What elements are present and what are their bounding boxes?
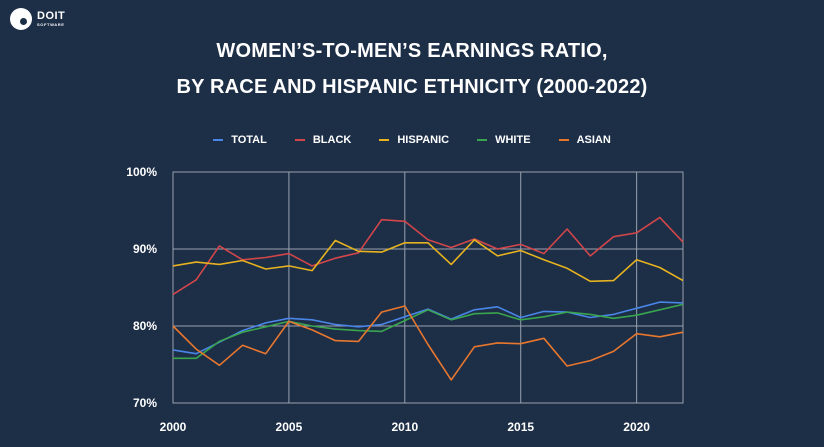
brand-logo: DOIT SOFTWARE [10,8,65,30]
legend-swatch [213,139,224,141]
x-tick-label: 2010 [391,420,418,434]
plot-area-frame [172,171,684,404]
legend-swatch [294,139,305,141]
legend-label: ASIAN [576,134,611,146]
legend-swatch [477,139,488,141]
legend-label: WHITE [495,134,531,146]
brand-name: DOIT [37,10,66,22]
series-line-black [172,216,684,296]
y-tick-label: 90% [133,242,157,256]
legend-label: TOTAL [231,134,267,146]
legend-swatch [379,139,390,141]
legend-label: BLACK [312,134,352,146]
series-line-hispanic [172,239,684,283]
chart-title-line-2: BY RACE AND HISPANIC ETHNICITY (2000-202… [176,76,648,98]
chart-legend: TOTAL BLACK HISPANIC WHITE ASIAN [0,134,824,146]
chart-title-line-1: WOMEN’S-TO-MEN’S EARNINGS RATIO, [216,40,608,62]
x-tick-label: 2005 [276,420,303,434]
legend-label: HISPANIC [397,134,450,146]
legend-swatch [558,139,569,141]
legend-item-white: WHITE [477,134,531,146]
series-line-asian [172,305,684,381]
legend-item-black: BLACK [294,134,352,146]
x-tick-label: 2000 [160,420,187,434]
y-tick-label: 70% [133,396,157,410]
x-tick-label: 2015 [507,420,534,434]
series-line-white [173,303,684,360]
y-tick-label: 100% [126,165,157,179]
y-tick-label: 80% [133,319,157,333]
legend-item-asian: ASIAN [558,134,611,146]
legend-item-total: TOTAL [213,134,267,146]
logo-icon [10,8,32,30]
brand-subtitle: SOFTWARE [37,22,65,27]
x-tick-label: 2020 [623,420,650,434]
legend-item-hispanic: HISPANIC [379,134,449,146]
